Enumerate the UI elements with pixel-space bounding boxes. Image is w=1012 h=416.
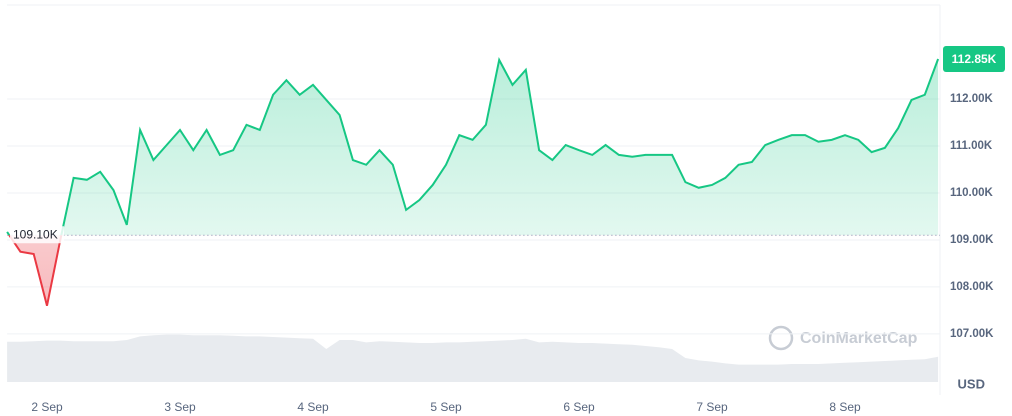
watermark-text: CoinMarketCap [800,330,918,347]
y-tick-label: 110.00K [950,187,994,199]
baseline-label-bg [10,226,64,244]
last-price-label: 112.85K [952,52,997,66]
area-up [7,59,939,236]
y-tick-label: 107.00K [950,328,994,340]
last-price-badge [943,46,1005,73]
x-tick-label: 6 Sep [563,400,595,414]
y-tick-label: 112.00K [950,93,994,105]
x-tick-label: 5 Sep [430,400,462,414]
price-line-up [6,57,940,236]
watermark: CoinMarketCap [768,325,918,351]
y-tick-label: 111.00K [950,140,993,152]
x-tick-label: 7 Sep [696,400,728,414]
watermark-logo [768,325,794,351]
y-tick-label: 108.00K [950,281,994,293]
x-tick-label: 8 Sep [829,400,861,414]
plot-frame [7,4,941,395]
x-tick-label: 2 Sep [31,400,63,414]
x-tick-label: 3 Sep [164,400,196,414]
x-tick-label: 4 Sep [297,400,329,414]
baseline-label: 109.10K [13,227,58,241]
volume-area [7,334,939,382]
y-tick-label: 109.00K [950,234,994,246]
unit-label: USD [958,376,985,391]
